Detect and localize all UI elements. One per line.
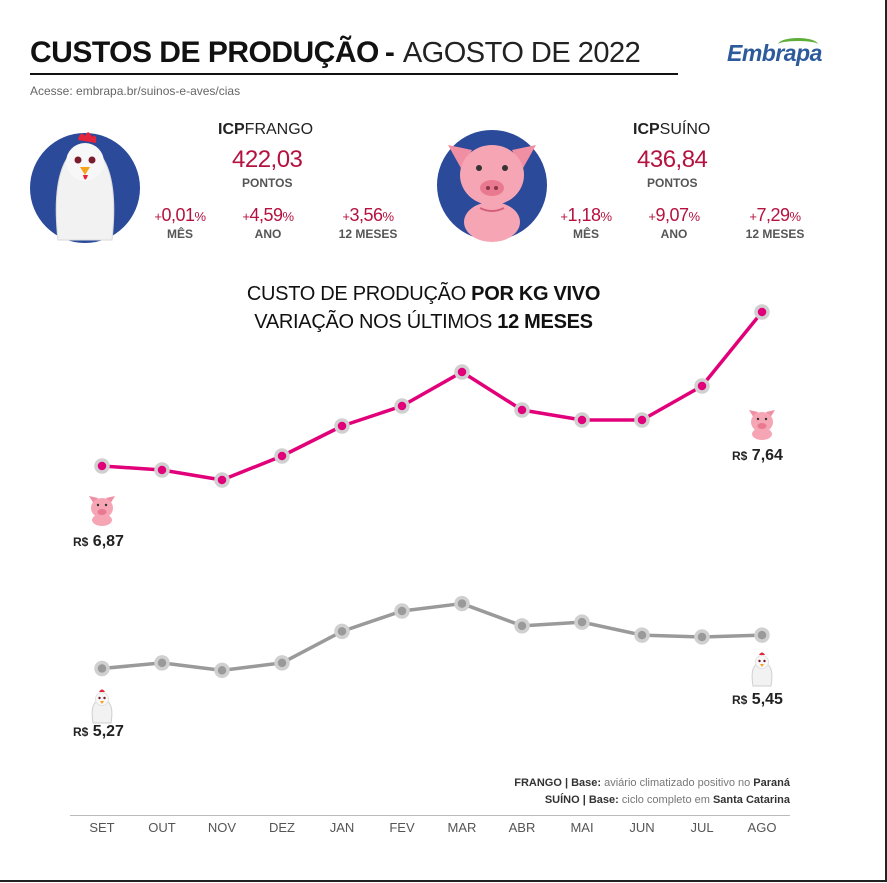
data-point-1-fev [394, 603, 410, 619]
icp-frango-title: ICPFRANGO [218, 121, 314, 138]
chart-title-line1: CUSTO DE PRODUÇÃO POR KG VIVO [246, 283, 601, 305]
x-tick-nov: NOV [207, 820, 237, 835]
chicken-avatar-icon [30, 132, 140, 243]
x-tick-mai: MAI [570, 820, 594, 835]
data-point-0-jan [334, 418, 350, 434]
data-point-0-abr [514, 402, 530, 418]
data-point-1-mai [574, 614, 590, 630]
data-point-0-out [154, 462, 170, 478]
data-point-0-nov [214, 472, 230, 488]
source-url: Acesse: embrapa.br/suinos-e-aves/cias [30, 84, 241, 98]
data-point-1-nov [214, 662, 230, 679]
title-date: AGOSTO DE 2022 [402, 37, 641, 69]
x-tick-abr: ABR [508, 820, 536, 835]
icp-suino-unit: PONTOS [647, 176, 698, 190]
x-tick-dez: DEZ [269, 820, 295, 835]
chicken-end-price: R$ 5,45 [732, 691, 783, 708]
data-point-1-out [154, 655, 170, 671]
data-point-0-fev [394, 398, 410, 414]
icp-frango-stat-ano: +4,59% ANO [242, 205, 294, 241]
chicken-icon-end [751, 652, 773, 687]
data-point-1-set [94, 660, 110, 677]
icp-suino-value: 436,84 [637, 146, 708, 173]
pig-avatar-icon [437, 130, 547, 242]
data-point-1-jul [694, 629, 710, 645]
series-line-0 [101, 310, 764, 482]
x-tick-fev: FEV [389, 820, 415, 835]
data-point-1-jan [334, 623, 350, 640]
icp-suino-title: ICPSUÍNO [633, 121, 711, 138]
icp-suino-stat-mes: +1,18% MÊS [560, 205, 612, 241]
data-point-0-mai [574, 412, 590, 428]
x-axis-line [70, 815, 790, 816]
x-tick-out: OUT [148, 820, 176, 835]
icp-frango-stat-12meses: +3,56% 12 MESES [338, 205, 398, 241]
series-line-1 [101, 601, 763, 673]
chicken-icon-start [91, 689, 113, 724]
title-bold: CUSTOS DE PRODUÇÃO [30, 36, 379, 69]
data-point-1-dez [274, 655, 290, 671]
pig-end-price: R$ 7,64 [732, 447, 783, 464]
icp-frango-stat-mes: +0,01% MÊS [154, 205, 206, 241]
data-point-1-ago [754, 627, 770, 643]
data-point-1-mar [454, 595, 470, 612]
x-tick-set: SET [89, 820, 115, 835]
pig-start-price: R$ 6,87 [73, 533, 124, 550]
pig-icon-end [749, 410, 775, 440]
page-title: CUSTOS DE PRODUÇÃO - AGOSTO DE 2022 [30, 36, 641, 70]
brand-logo-arc [778, 38, 818, 51]
data-point-0-jul [694, 378, 710, 394]
icp-frango-value: 422,03 [232, 146, 303, 173]
data-point-1-abr [514, 618, 530, 634]
data-point-0-jun [634, 412, 650, 428]
base-note-suino: SUÍNO | Base: ciclo completo em Santa Ca… [544, 794, 790, 806]
x-tick-jul: JUL [690, 820, 714, 835]
data-point-0-ago [754, 304, 770, 320]
data-point-1-jun [634, 627, 650, 643]
data-point-0-set [94, 458, 110, 474]
title-dash: - [384, 36, 395, 69]
title-underline [30, 73, 678, 75]
x-tick-jan: JAN [329, 820, 355, 835]
icp-frango-unit: PONTOS [242, 176, 293, 190]
x-tick-jun: JUN [629, 820, 655, 835]
chicken-start-price: R$ 5,27 [73, 723, 124, 740]
data-point-0-dez [274, 448, 290, 464]
x-tick-ago: AGO [747, 820, 777, 835]
pig-icon-start [89, 496, 115, 526]
icp-suino-stat-12meses: +7,29% 12 MESES [745, 205, 805, 241]
chart-title-line2: VARIAÇÃO NOS ÚLTIMOS 12 MESES [254, 311, 593, 333]
icp-suino-stat-ano: +9,07% ANO [648, 205, 700, 241]
x-tick-mar: MAR [447, 820, 477, 835]
data-point-0-mar [454, 364, 470, 380]
base-note-frango: FRANGO | Base: aviário climatizado posit… [514, 777, 790, 789]
